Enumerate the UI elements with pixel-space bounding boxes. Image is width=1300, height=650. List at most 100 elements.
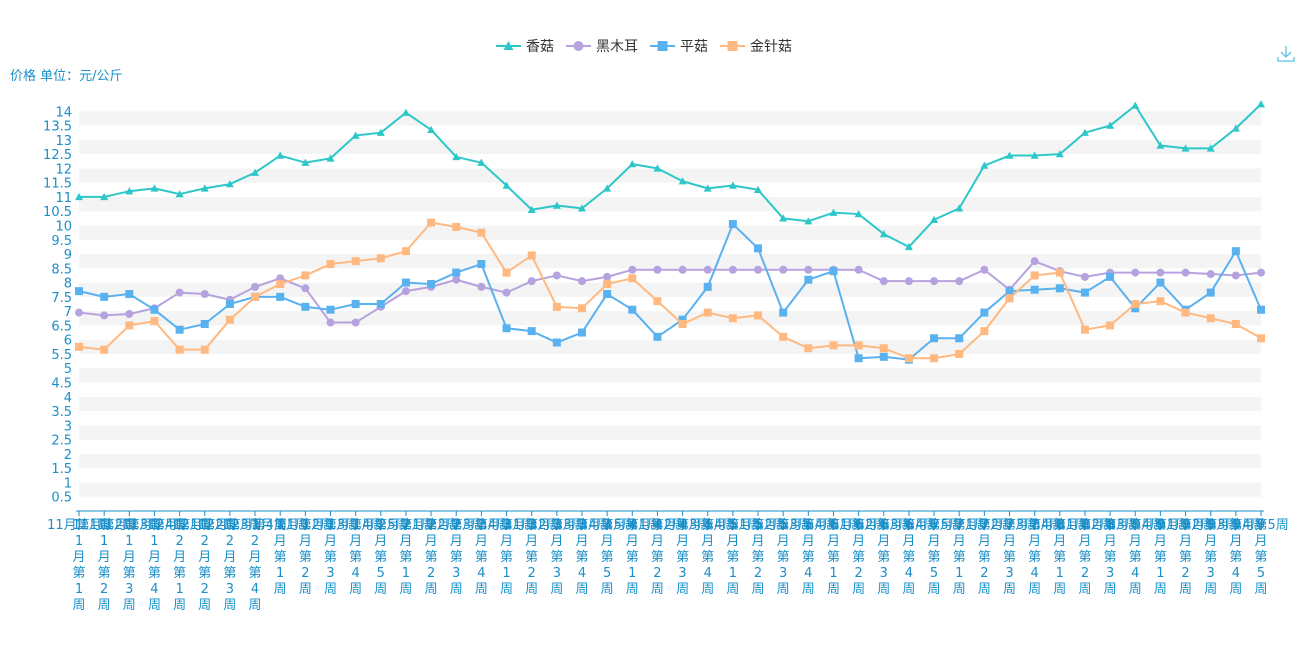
series-line [78,223,1262,361]
data-point [628,274,637,283]
grid-band [79,353,1261,369]
data-point [1231,124,1240,132]
data-point [854,354,863,363]
grid-band [79,225,1261,240]
data-point [100,292,109,301]
data-point [1080,128,1089,136]
data-point [1030,271,1039,280]
grid-band [79,439,1261,454]
data-point [452,152,461,161]
data-point [1156,278,1165,287]
data-point [1106,321,1115,330]
data-point [678,177,687,185]
grid-band [79,396,1261,412]
legend-label: 金针菇 [750,39,792,55]
legend-item[interactable]: 黑木耳 [566,39,638,55]
data-point [200,345,209,354]
data-point [930,334,939,343]
data-point [879,344,888,353]
legend[interactable]: 香菇 黑木耳 平菇 金针菇 [496,39,792,55]
grid-band [79,496,1261,511]
data-point [678,265,687,274]
data-point [577,277,586,286]
data-point [980,265,989,274]
grid-band [79,139,1261,155]
y-tick-label: 4 [64,391,72,406]
data-point [980,308,989,317]
data-point [75,308,83,317]
data-point [200,290,209,299]
data-point [955,349,964,358]
legend-item[interactable]: 金针菇 [720,39,792,55]
y-tick-label: 6 [64,334,72,349]
y-tick-label: 1.5 [51,462,72,477]
data-point [502,324,511,333]
data-point [351,318,360,327]
y-tick-label: 12 [55,162,72,177]
y-tick-label: 9 [64,248,72,263]
data-point [577,304,586,313]
data-point [1257,305,1265,314]
data-point [1206,314,1215,323]
y-tick-label: 13.5 [43,120,72,135]
data-point [603,280,612,289]
y-tick-label: 14 [55,105,72,120]
data-point [678,319,687,328]
download-icon[interactable] [1277,46,1295,62]
y-tick-label: 11.5 [43,177,72,192]
data-point [1156,141,1165,149]
data-point [1257,334,1265,343]
data-point [879,352,888,361]
data-point [1080,272,1089,281]
y-axis: 0.511.522.533.544.555.566.577.588.599.51… [43,105,72,505]
data-point [276,151,285,159]
y-tick-label: 13 [55,134,72,149]
series-line [78,260,1262,324]
grid-band [79,411,1261,426]
data-point [804,275,813,284]
data-point [628,265,637,274]
data-point [1206,144,1215,152]
grid-band [79,125,1261,140]
data-point [779,332,788,341]
y-tick-label: 3.5 [51,405,72,420]
y-tick-label: 2.5 [51,434,72,449]
data-point [930,277,939,286]
grid-band [79,254,1261,269]
data-point [452,275,461,284]
y-tick-label: 7.5 [51,291,72,306]
data-point [527,277,536,286]
data-point [527,327,536,336]
data-point [1156,268,1165,277]
data-point [326,305,335,314]
series-line [78,221,1262,360]
data-point [955,334,964,343]
grid-band [79,282,1261,297]
legend-item[interactable]: 香菇 [496,39,554,55]
data-point [552,201,561,209]
legend-item[interactable]: 平菇 [650,39,708,55]
data-point [703,184,712,192]
data-point [728,314,737,323]
data-point [804,344,813,353]
data-point [552,302,561,311]
legend-marker [573,41,584,51]
data-point [955,204,964,212]
data-point [1257,100,1265,108]
data-point [754,244,763,253]
legend-marker [503,41,514,50]
data-point [754,311,763,320]
data-point [728,265,737,274]
data-point [401,287,410,296]
data-point [1131,304,1140,313]
data-point [552,338,561,347]
data-point [427,125,436,134]
y-tick-label: 8 [64,277,72,292]
legend-label: 黑木耳 [596,39,638,55]
grid-band [79,211,1261,226]
data-point [75,342,83,351]
series-4 [75,218,1265,363]
data-point [1181,144,1190,152]
y-tick-label: 2 [64,448,72,463]
data-point [527,205,536,213]
